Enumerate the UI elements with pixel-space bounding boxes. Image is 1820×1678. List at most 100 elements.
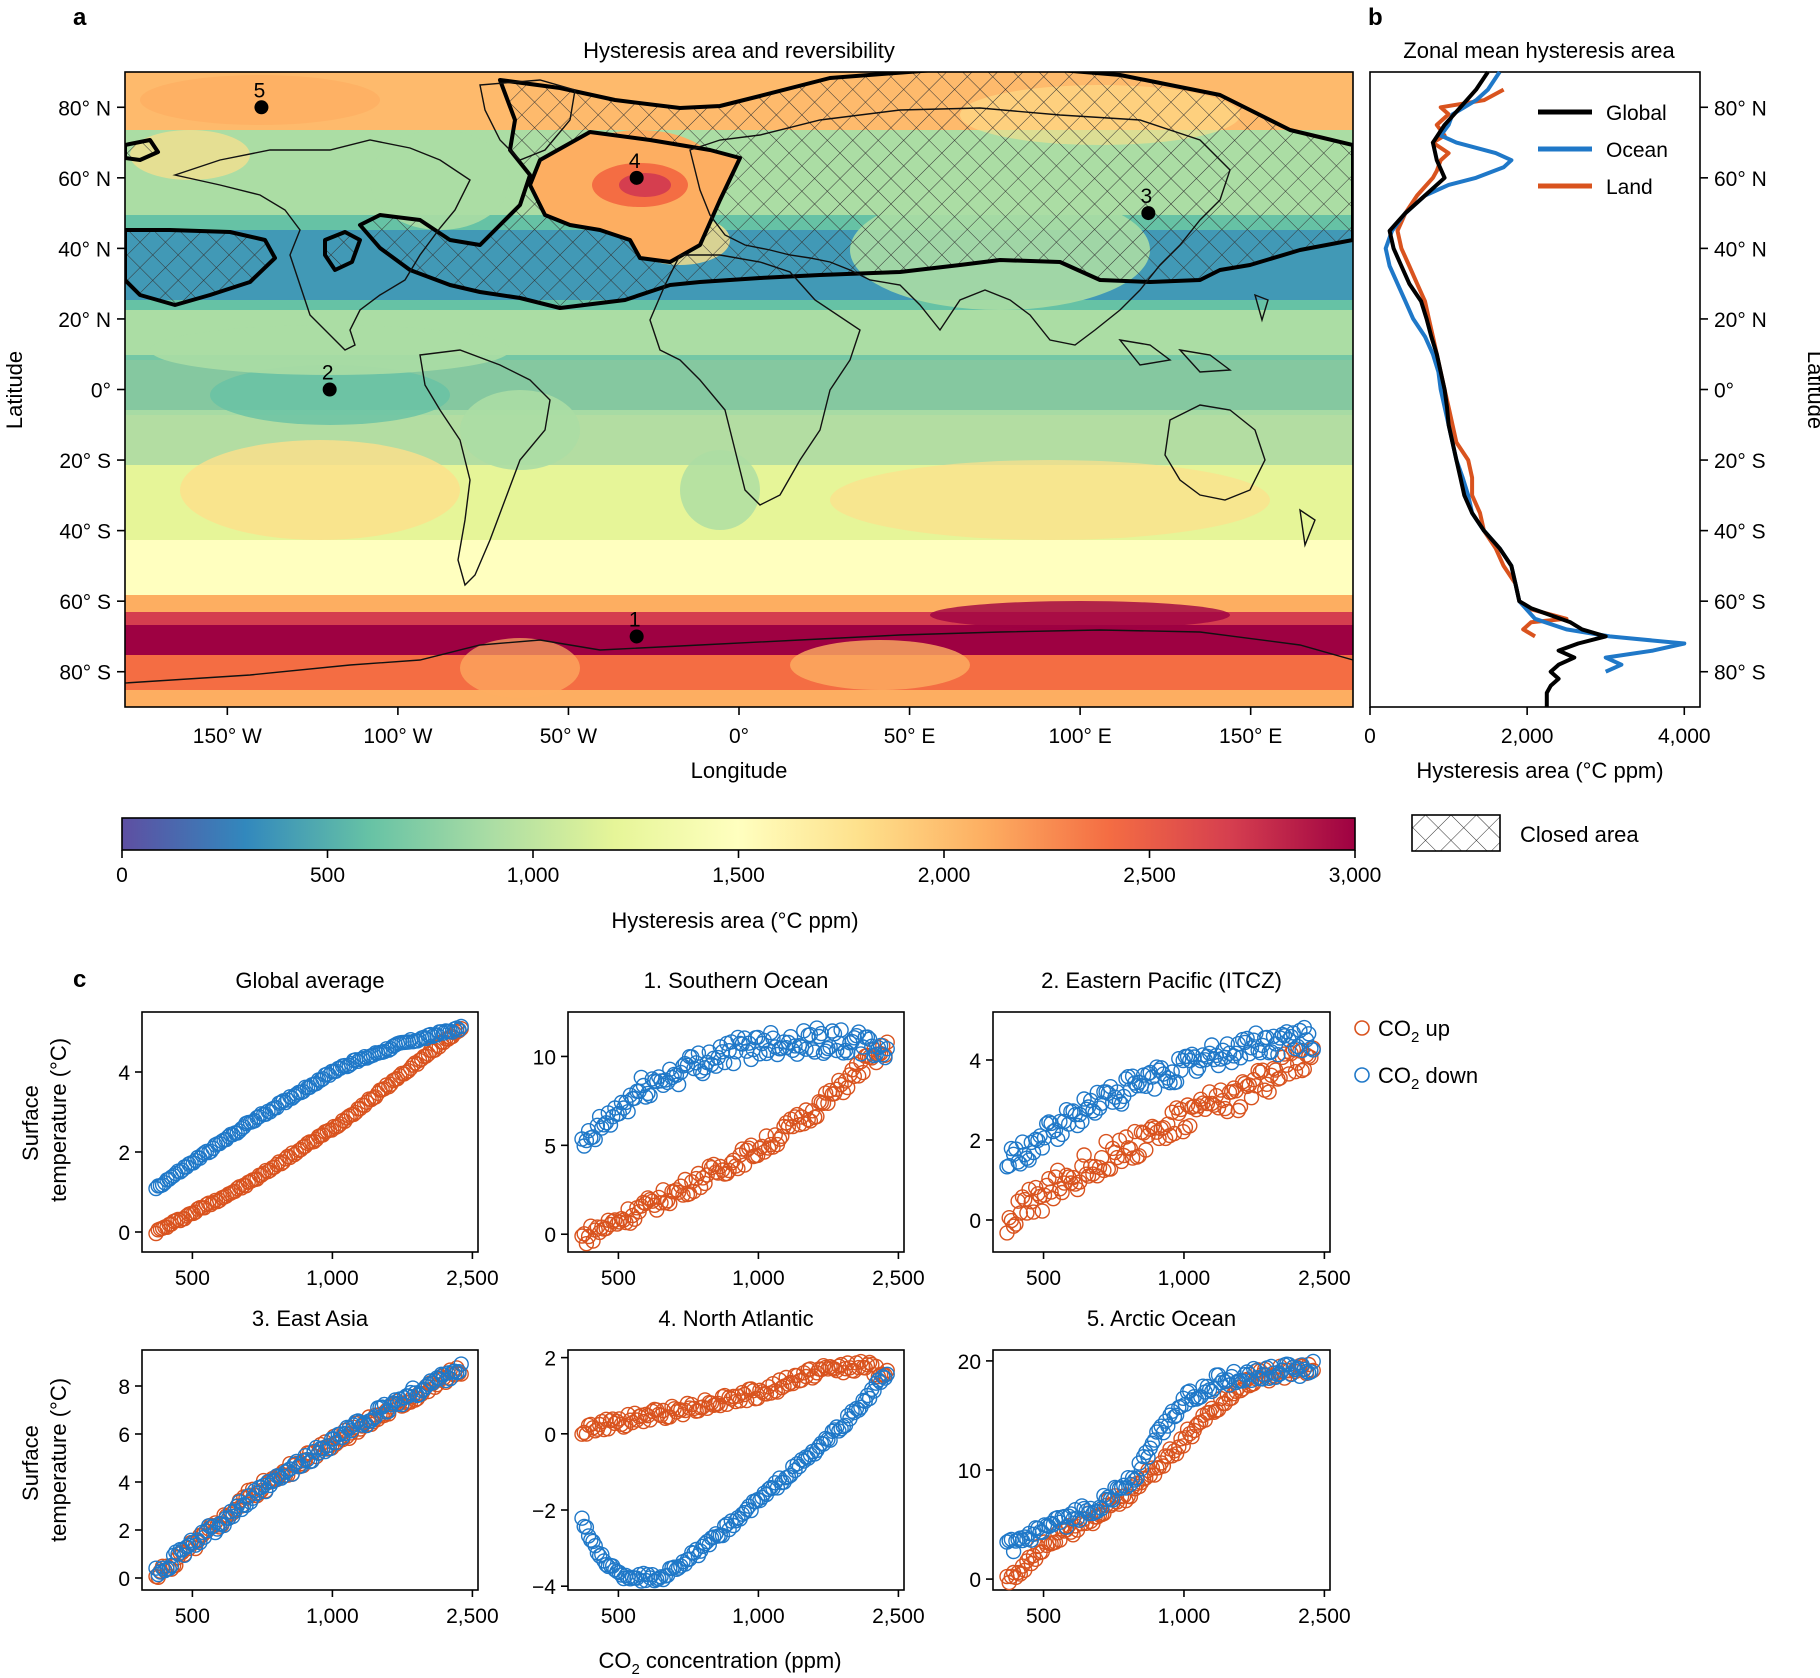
closed-area-labrador [125,138,160,162]
co2-down-point [714,1044,731,1060]
co2-up-point [763,1136,779,1153]
co2-down-point [846,1030,862,1046]
co2-up-point [200,1195,217,1211]
co2-up-point [670,1184,687,1201]
map-lon-tick-label: 150° W [193,725,262,748]
location-label-4: 4 [629,150,641,173]
co2-up-point [1206,1097,1222,1113]
co2-up-point [1023,1555,1040,1572]
co2-down-point [670,1076,687,1093]
co2-up-point [1093,1149,1110,1166]
scatter-frame [141,1349,479,1591]
colorbar-label: Hysteresis area (°C ppm) [611,908,858,933]
scatter-y-tick-label: 0 [118,1222,130,1245]
co2-up-point [629,1412,645,1428]
scatter-title: 5. Arctic Ocean [1087,1306,1236,1331]
scatter-y-tick-label: 0 [969,1569,981,1592]
zonal-lat-tick-label: 40° S [1714,521,1766,544]
co2-up-point [1166,1125,1183,1142]
zonal-x-tick-label: 4,000 [1658,725,1711,748]
map-lon-tick-label: 0° [729,725,749,748]
co2-down-point [383,1397,399,1413]
co2-up-point [1250,1062,1266,1079]
co2-down-point [1223,1054,1240,1071]
location-label-2: 2 [322,362,334,385]
co2-up-point [697,1175,713,1192]
map-ticks: 150° W 100° W 50° W 0° 50° E 100° E 150° E 80° … [58,97,1282,748]
co2-up-point [1171,1105,1187,1122]
co2-down-point [1300,1026,1317,1042]
co2-up-point [1076,1147,1092,1163]
co2-down-point [811,1028,827,1045]
co2-down-point [1232,1050,1249,1066]
co2-down-point [418,1030,434,1047]
co2-down-point [879,1040,895,1057]
co2-down-point [1133,1461,1150,1477]
closed-area-west-us [323,230,362,272]
hysteresis-map [125,72,1353,707]
co2-down-point [583,1532,599,1548]
co2-up-point [785,1375,801,1392]
co2-down-point [611,1105,627,1122]
co2-up-point [1146,1467,1163,1483]
coast-south-america [419,349,551,587]
co2-up-point [1078,1166,1095,1182]
zonal-lat-tick-label: 60° N [1714,168,1767,191]
co2-up-point [1261,1084,1277,1100]
co2-down-point [1089,1084,1106,1101]
scatter-y-tick-label: 5 [544,1135,556,1158]
zonal-line-ocean [1383,70,1687,674]
co2-up-point [622,1215,638,1231]
map-lat-tick-label: 60° S [59,591,111,614]
zonal-lat-tick-label: 0° [1714,380,1734,403]
zonal-xlabel: Hysteresis area (°C ppm) [1416,758,1663,783]
co2-down-point [1296,1361,1313,1378]
scatter-panel-2: 1. Southern Ocean 500 1,000 2,500 0 5 10 [533,968,925,1290]
scatter-title: 2. Eastern Pacific (ITCZ) [1041,968,1282,993]
scatter-y-tick-label: 4 [969,1050,981,1073]
scatter-frame [567,1349,905,1591]
co2-down-point [1052,1113,1068,1130]
co2-up-point [855,1064,871,1081]
co2-up-point [736,1157,753,1173]
co2-down-point [844,1403,860,1419]
scatter-panel-3: 2. Eastern Pacific (ITCZ) 500 1,000 2,500 0 2… [969,968,1350,1290]
co2-up-point [1164,1104,1180,1121]
co2-down-point [861,1390,878,1407]
scatter-x-tick-label: 1,000 [732,1605,785,1628]
co2-down-point [1113,1096,1130,1112]
zonal-legend-label-land: Land [1606,176,1653,199]
co2-down-point [1303,1040,1319,1057]
co2-down-point [877,1049,893,1066]
colorbar-tick-label: 2,000 [918,864,971,887]
co2-up-point [815,1095,832,1112]
colorbar-tick-label: 0 [116,864,128,887]
scatter-x-tick-label: 500 [175,1267,210,1290]
co2-up-point [1122,1488,1139,1505]
co2-up-point [752,1140,768,1157]
scatter-x-tick-label: 2,500 [1298,1605,1351,1628]
co2-down-point [148,1560,164,1576]
co2-up-point [578,1235,595,1252]
location-marker-2 [322,382,337,397]
co2-down-point [453,1018,469,1035]
co2-up-point [1241,1077,1258,1093]
co2-down-point [1162,1074,1178,1091]
coast-africa [649,254,861,506]
co2-down-point [1085,1103,1101,1119]
co2-up-point [706,1156,722,1173]
co2-down-point [1069,1117,1086,1134]
map-lon-tick-label: 100° W [363,725,432,748]
map-lon-tick-label: 100° E [1048,725,1111,748]
co2-up-point [1294,1062,1310,1079]
colorbar-tick-label: 1,000 [507,864,560,887]
co2-down-point [1239,1030,1255,1047]
scatter-x-tick-label: 2,500 [446,1267,499,1290]
co2-up-point [168,1212,184,1229]
scatter-title: Global average [235,968,384,993]
co2-down-point [642,1087,658,1104]
co2-down-point [833,1022,849,1038]
scatter-y-tick-label: 0 [544,1224,556,1247]
co2-up-point [1272,1070,1288,1086]
